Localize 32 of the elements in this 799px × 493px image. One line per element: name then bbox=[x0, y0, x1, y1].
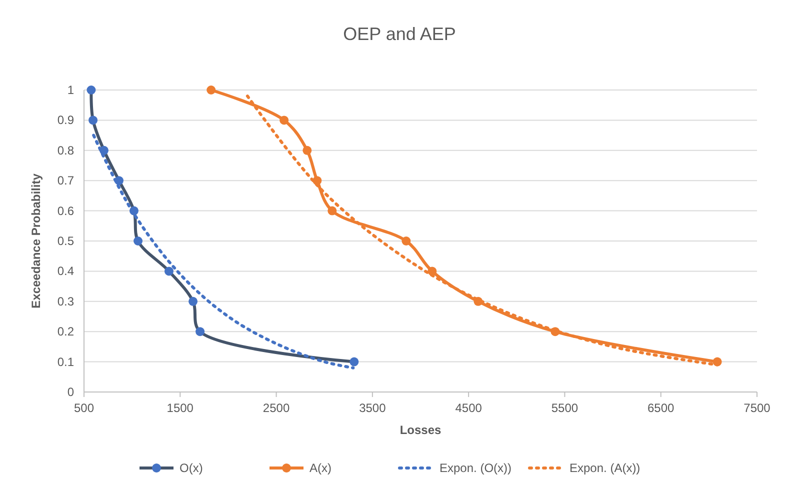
x-axis-title: Losses bbox=[400, 423, 442, 437]
y-axis-title: Exceedance Probability bbox=[29, 173, 43, 308]
x-tick-label: 7500 bbox=[744, 401, 771, 415]
x-tick-label: 5500 bbox=[551, 401, 578, 415]
legend-label: O(x) bbox=[180, 461, 203, 475]
y-tick-label: 0.8 bbox=[57, 143, 74, 158]
y-tick-label: 0.4 bbox=[57, 264, 74, 278]
chart-title: OEP and AEP bbox=[343, 24, 456, 44]
x-tick-label: 2500 bbox=[262, 401, 290, 415]
y-tick-label: 0.3 bbox=[57, 294, 74, 308]
y-tick-label: 0.7 bbox=[57, 174, 74, 188]
y-tick-label: 0.2 bbox=[57, 324, 74, 339]
legend-label: Expon. (O(x)) bbox=[440, 461, 512, 475]
y-tick-label: 0.1 bbox=[57, 354, 74, 369]
x-tick-label: 3500 bbox=[359, 401, 386, 415]
point bbox=[280, 116, 289, 125]
y-tick-label: 0.6 bbox=[57, 204, 74, 218]
y-tick-label: 0.9 bbox=[57, 113, 74, 128]
x-tick-label: 500 bbox=[74, 401, 94, 415]
line-series bbox=[92, 134, 355, 370]
y-tick-label: 1 bbox=[67, 83, 74, 97]
x-tick-label: 6500 bbox=[648, 401, 675, 415]
point bbox=[328, 206, 337, 216]
point bbox=[402, 236, 411, 246]
x-tick-label: 1500 bbox=[166, 401, 194, 415]
point bbox=[206, 86, 216, 94]
x-tick-label: 4500 bbox=[455, 401, 482, 415]
y-tick-label: 0 bbox=[67, 385, 74, 399]
legend-label: A(x) bbox=[310, 461, 332, 475]
point bbox=[302, 146, 312, 155]
y-tick-label: 0.5 bbox=[57, 234, 74, 248]
legend-label: Expon. (A(x)) bbox=[570, 461, 640, 475]
